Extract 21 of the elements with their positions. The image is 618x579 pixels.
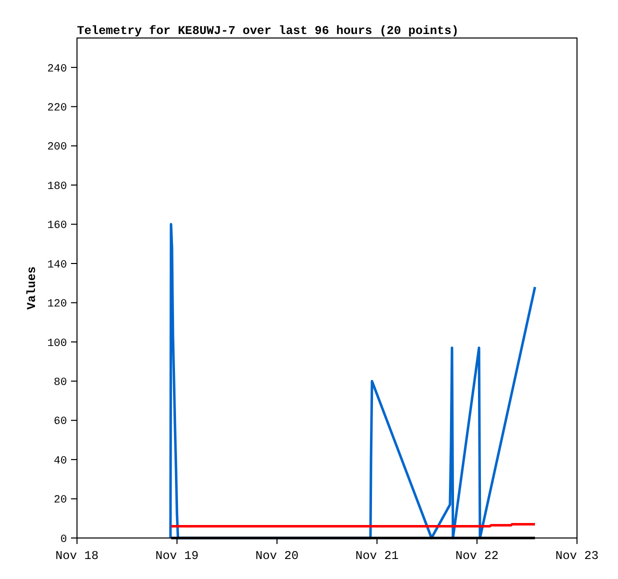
y-tick-label: 40 — [54, 455, 67, 468]
y-tick-label: 220 — [47, 102, 67, 114]
x-tick-label: Nov 18 — [55, 549, 99, 563]
y-tick-label: 140 — [47, 259, 67, 272]
x-tick-label: Nov 20 — [255, 549, 299, 563]
y-tick-label: 180 — [47, 180, 67, 193]
y-tick-label: 80 — [54, 376, 67, 389]
y-tick-label: 100 — [47, 338, 67, 350]
chart-title: Telemetry for KE8UWJ-7 over last 96 hours (20 points) — [77, 24, 459, 38]
x-tick-label: Nov 22 — [455, 549, 499, 563]
y-tick-label: 60 — [54, 416, 67, 428]
y-tick-label: 20 — [54, 494, 67, 507]
y-tick-label: 160 — [47, 220, 67, 232]
x-tick-label: Nov 23 — [555, 549, 599, 563]
y-tick-label: 200 — [47, 142, 67, 154]
y-axis-title: Values — [25, 266, 39, 310]
x-tick-label: Nov 21 — [355, 549, 399, 563]
y-tick-label: 240 — [47, 63, 67, 76]
y-tick-label: 0 — [60, 534, 67, 546]
y-tick-label: 120 — [47, 298, 67, 311]
x-tick-label: Nov 19 — [155, 549, 199, 563]
